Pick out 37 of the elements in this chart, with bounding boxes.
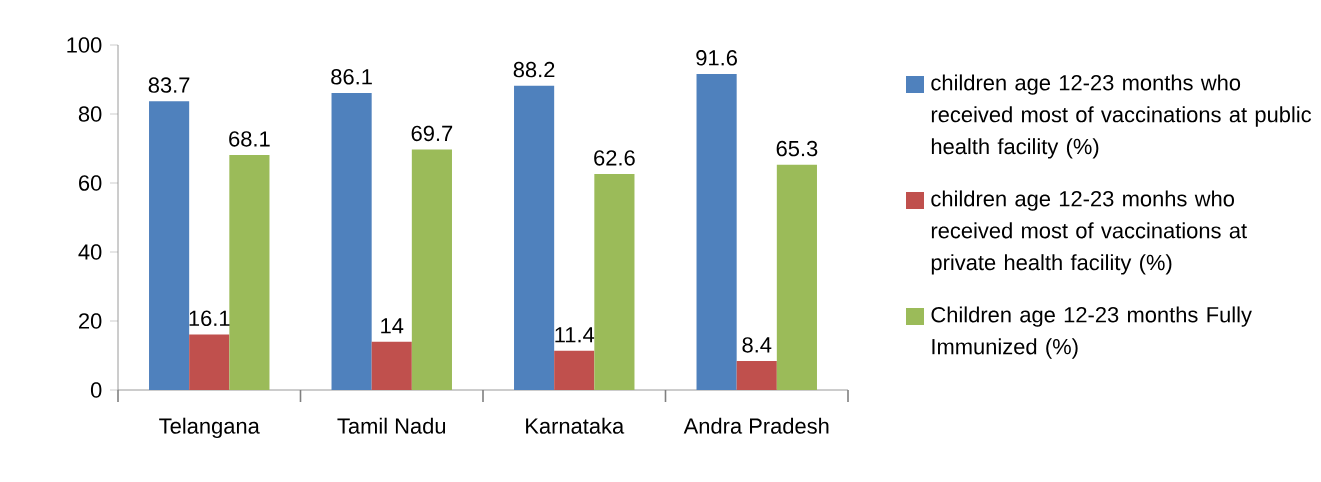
- x-tick-label: Andra Pradesh: [683, 417, 829, 434]
- bar: [554, 350, 595, 390]
- x-tick-label: Tamil Nadu: [337, 417, 446, 434]
- data-label: 69.7: [411, 125, 453, 142]
- bar: [514, 85, 555, 390]
- y-tick-label: 20: [79, 313, 102, 329]
- bar: [371, 341, 412, 390]
- data-label: 83.7: [148, 77, 190, 93]
- legend-label: Children age 12-23 months Fully Immunized (%): [931, 306, 1252, 359]
- bar: [696, 73, 737, 390]
- data-label: 16.1: [189, 310, 230, 327]
- y-tick-label: 40: [78, 244, 102, 260]
- y-tick-label: 80: [78, 106, 102, 122]
- data-label: 68.1: [229, 131, 270, 147]
- y-tick-label: 100: [67, 37, 102, 53]
- bar: [776, 164, 817, 390]
- bar: [331, 92, 372, 390]
- x-tick-label: Karnataka: [526, 417, 625, 434]
- data-label: 65.3: [776, 140, 818, 157]
- legend-label: children age 12-23 monhs who received most of vaccinations at private health facility (%): [931, 190, 1247, 275]
- data-label: 91.6: [696, 50, 737, 66]
- data-label: 14: [381, 318, 404, 334]
- y-tick-label: 60: [79, 175, 102, 191]
- data-label: 11.4: [555, 327, 595, 343]
- data-label: 8.4: [742, 337, 772, 353]
- y-tick-label: 0: [90, 382, 102, 398]
- bar: [149, 101, 190, 390]
- bar: [594, 174, 635, 390]
- bar: [189, 334, 230, 390]
- bar: [229, 155, 270, 390]
- data-label: 86.1: [331, 69, 372, 85]
- bar: [411, 149, 452, 390]
- legend-label: children age 12-23 months who received most of vaccinations at public health facility (%): [931, 74, 1312, 159]
- x-tick-label: Telangana: [159, 417, 260, 439]
- data-label: 88.2: [513, 61, 555, 78]
- data-label: 62.6: [594, 150, 635, 166]
- bar: [736, 361, 777, 390]
